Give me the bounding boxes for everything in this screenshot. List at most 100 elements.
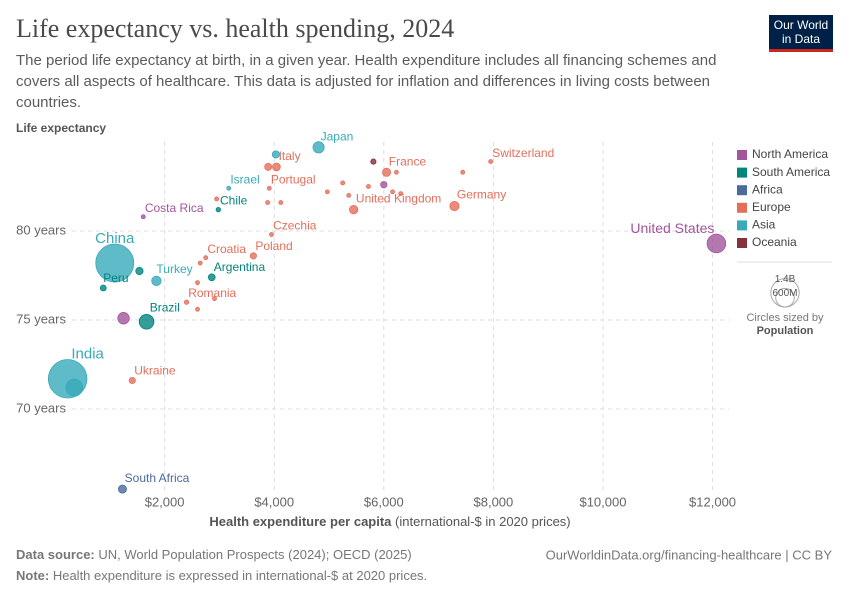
bubble	[324, 189, 330, 195]
legend-swatch	[737, 202, 747, 213]
data-label: Italy	[279, 149, 301, 163]
bubble	[382, 167, 392, 177]
x-tick-label: $4,000	[254, 494, 294, 509]
bubble	[312, 141, 325, 154]
bubble	[272, 162, 281, 172]
data-label: Romania	[188, 286, 236, 300]
bubble	[349, 205, 359, 215]
legend-label: North America	[752, 147, 828, 161]
chart-title: Life expectancy vs. health spending, 202…	[16, 14, 455, 43]
bubble	[265, 200, 271, 205]
data-label: Czechia	[273, 219, 317, 233]
bubble	[138, 314, 155, 330]
bubble	[278, 200, 284, 205]
bubble	[226, 185, 232, 191]
bubble	[269, 232, 274, 237]
data-label: Switzerland	[492, 146, 554, 160]
bubble	[346, 192, 352, 198]
data-label: Japan	[321, 130, 354, 144]
bubble	[95, 243, 135, 283]
data-label: Germany	[457, 188, 506, 202]
bubble	[65, 378, 84, 397]
bubble	[195, 280, 200, 286]
y-tick-label: 80 years	[16, 222, 66, 237]
bubble	[449, 201, 460, 212]
data-label: Peru	[103, 271, 128, 285]
data-label: United Kingdom	[356, 192, 441, 206]
x-tick-label: $10,000	[579, 494, 626, 509]
legend-swatch	[737, 220, 747, 231]
logo-text: Our World	[773, 18, 829, 32]
size-legend-label: 600M	[772, 288, 797, 299]
bubble	[706, 233, 727, 254]
logo[interactable]: Our World in Data	[769, 15, 833, 52]
bubble	[197, 260, 203, 266]
bubble	[460, 169, 466, 175]
x-tick-label: $12,000	[689, 494, 736, 509]
bubble	[370, 158, 377, 165]
data-label: Poland	[255, 239, 292, 253]
bubble	[380, 181, 388, 189]
bubble	[394, 169, 399, 175]
legend-label: South America	[752, 165, 830, 179]
data-label: South Africa	[125, 471, 190, 485]
data-label: Israel	[230, 172, 259, 186]
bubble	[488, 159, 494, 164]
bubble	[214, 196, 220, 202]
y-axis-label: Life expectancy	[16, 121, 106, 135]
bubble	[117, 312, 130, 325]
data-label: Argentina	[214, 260, 266, 274]
size-legend-variable: Population	[757, 325, 814, 337]
data-label: Chile	[220, 194, 248, 208]
bubble	[271, 150, 280, 159]
x-axis-title: Health expenditure per capita	[209, 514, 392, 529]
bubble	[117, 484, 127, 494]
data-label: Brazil	[150, 301, 180, 315]
bubble	[140, 214, 146, 220]
legend-swatch	[737, 238, 747, 248]
legend-label: Africa	[752, 182, 783, 196]
bubble	[195, 306, 200, 312]
x-tick-label: $8,000	[474, 494, 514, 509]
data-label: India	[71, 346, 104, 363]
data-label: Turkey	[156, 262, 192, 276]
source-text: UN, World Population Prospects (2024); O…	[95, 547, 412, 562]
bubble	[183, 299, 190, 305]
y-tick-label: 70 years	[16, 400, 66, 415]
bubble	[207, 273, 216, 282]
bubble	[99, 284, 107, 292]
data-label: Portugal	[271, 172, 316, 186]
y-tick-label: 75 years	[16, 311, 66, 326]
note: Note: Health expenditure is expressed in…	[16, 568, 427, 583]
legend-label: Europe	[752, 200, 791, 214]
bubble	[390, 189, 395, 195]
legend-label: Oceania	[752, 235, 797, 249]
logo-text: in Data	[781, 32, 821, 46]
size-legend-caption: Circles sized by	[746, 312, 824, 324]
legend-swatch	[737, 150, 747, 160]
x-tick-label: $6,000	[364, 494, 404, 509]
bubble	[340, 180, 346, 186]
x-axis-label: Health expenditure per capita (internati…	[209, 514, 570, 529]
bubble	[398, 191, 404, 197]
size-legend-circle	[775, 287, 795, 308]
data-label: Ukraine	[134, 364, 176, 378]
bubble	[135, 267, 144, 276]
data-label: Croatia	[207, 242, 246, 256]
bubble	[203, 255, 209, 261]
bubble	[366, 184, 371, 189]
x-tick-label: $2,000	[145, 494, 185, 509]
data-label: United States	[630, 220, 714, 236]
source: Data source: UN, World Population Prospe…	[16, 547, 412, 562]
bubble	[128, 377, 136, 385]
data-label: France	[389, 154, 427, 168]
bubble	[249, 252, 257, 260]
source-url[interactable]: OurWorldinData.org/financing-healthcare …	[546, 547, 833, 562]
bubble	[215, 206, 221, 213]
bubble	[266, 185, 272, 191]
legend-swatch	[737, 185, 747, 196]
size-legend-label: 1.4B	[775, 274, 796, 285]
bubble	[212, 296, 217, 302]
